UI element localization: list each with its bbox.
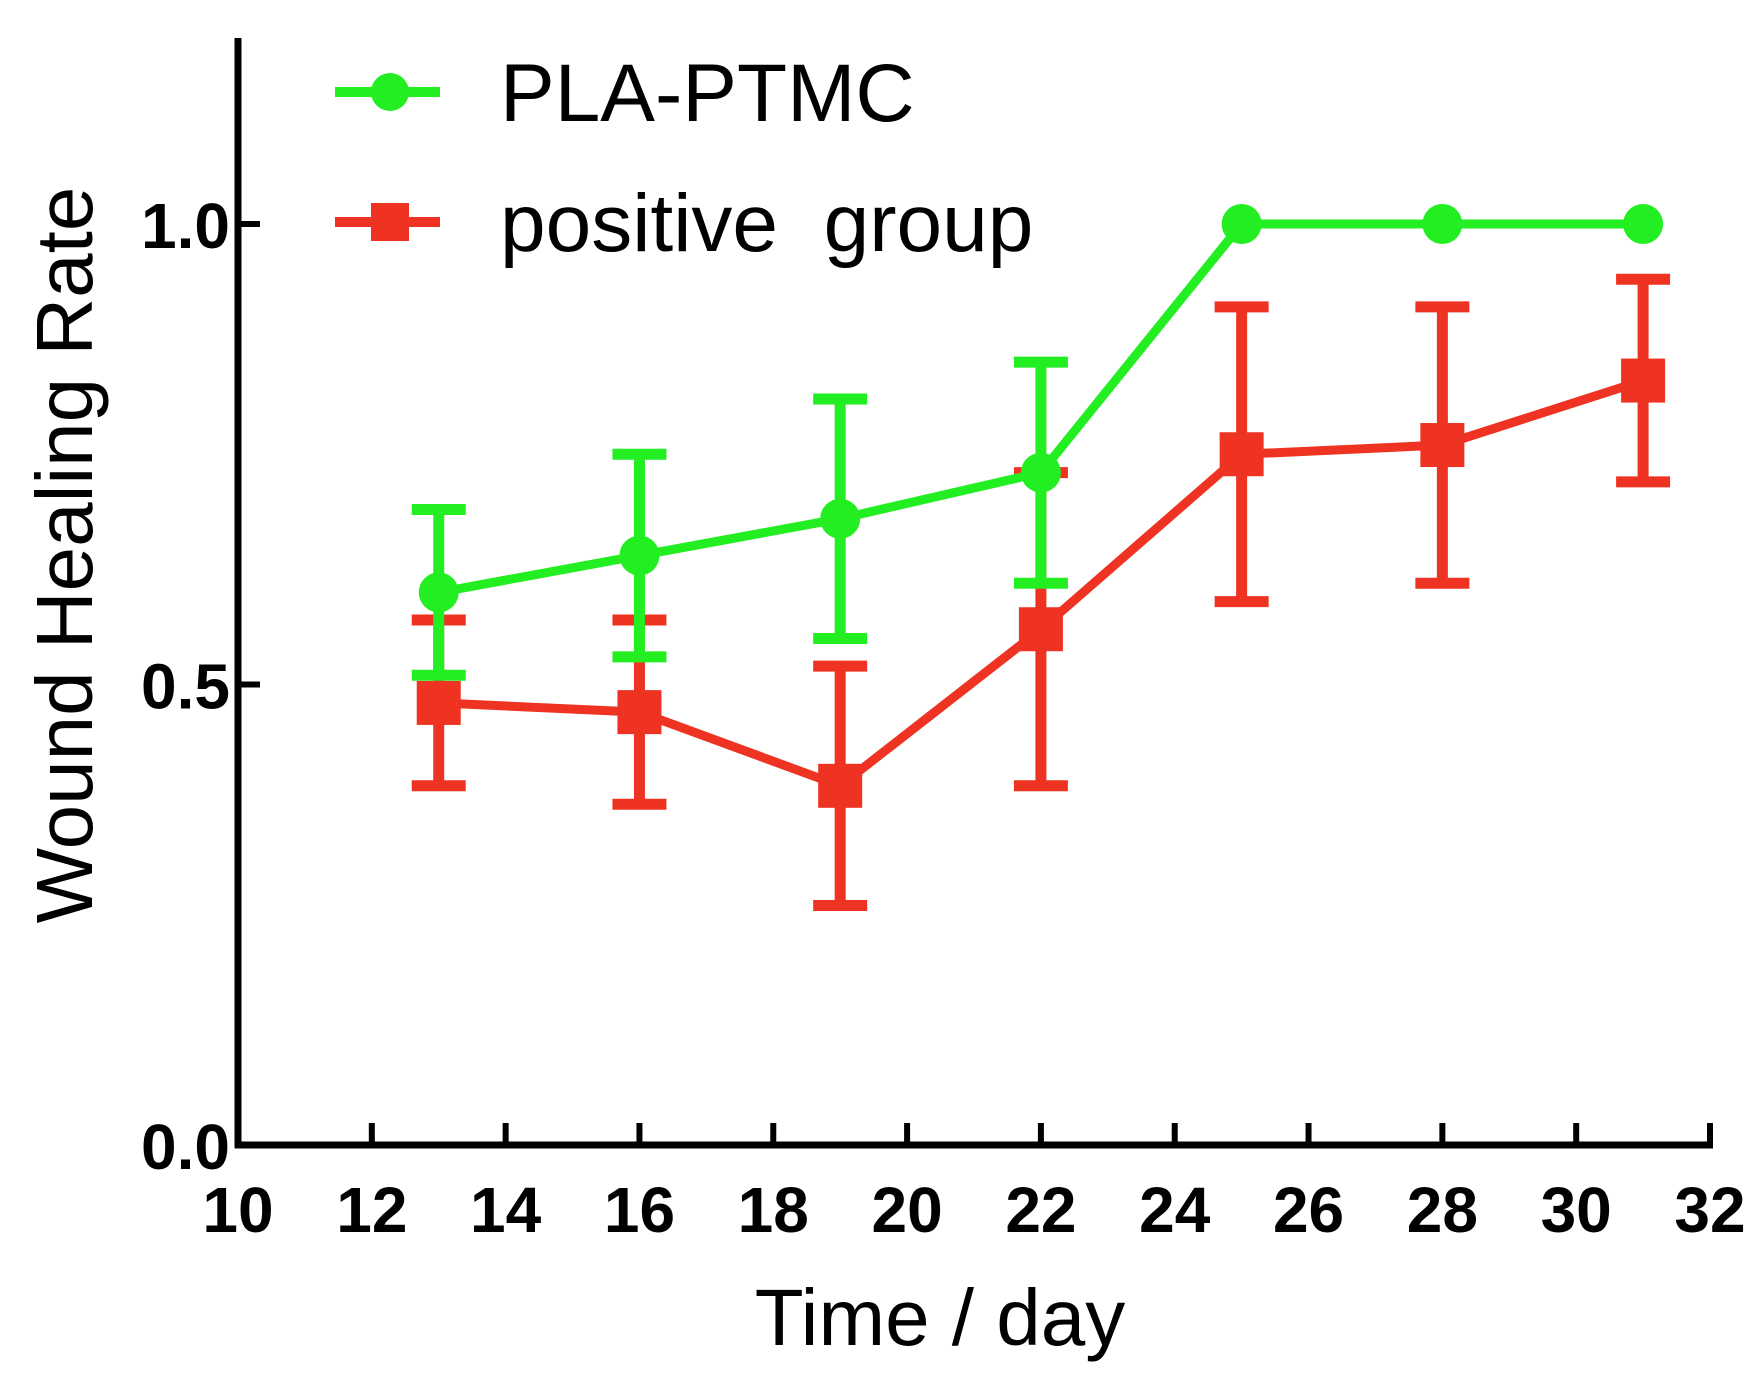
x-tick-label-10: 10 bbox=[202, 1174, 273, 1246]
point-positive-group-31 bbox=[1621, 358, 1666, 403]
legend: PLA-PTMC positive group bbox=[335, 48, 1033, 269]
x-tick-label-14: 14 bbox=[470, 1174, 542, 1246]
point-positive-group-22 bbox=[1018, 607, 1063, 652]
point-pla-ptmc-28 bbox=[1422, 204, 1463, 244]
point-positive-group-16 bbox=[617, 690, 662, 735]
y-tick-label-0.0: 0.0 bbox=[141, 1111, 230, 1183]
point-pla-ptmc-22 bbox=[1020, 452, 1061, 493]
x-tick-label-30: 30 bbox=[1541, 1174, 1612, 1246]
point-pla-ptmc-19 bbox=[820, 498, 861, 539]
legend-label-pla-ptmc: PLA-PTMC bbox=[500, 48, 915, 139]
x-tick-label-22: 22 bbox=[1005, 1174, 1076, 1246]
legend-marker-positive-group bbox=[371, 203, 409, 241]
point-pla-ptmc-31 bbox=[1623, 204, 1664, 244]
point-positive-group-13 bbox=[416, 680, 461, 725]
legend-marker-pla-ptmc bbox=[371, 73, 409, 111]
point-positive-group-25 bbox=[1219, 432, 1264, 477]
x-tick-label-16: 16 bbox=[604, 1174, 675, 1246]
x-tick-label-18: 18 bbox=[738, 1174, 809, 1246]
point-pla-ptmc-13 bbox=[418, 572, 459, 613]
point-positive-group-19 bbox=[818, 763, 863, 808]
point-pla-ptmc-25 bbox=[1221, 204, 1262, 244]
y-tick-label-0.5: 0.5 bbox=[141, 651, 230, 723]
x-tick-label-20: 20 bbox=[871, 1174, 942, 1246]
point-positive-group-28 bbox=[1420, 423, 1465, 468]
y-axis-label: Wound Healing Rate bbox=[20, 187, 109, 924]
x-tick-label-28: 28 bbox=[1407, 1174, 1478, 1246]
x-tick-label-26: 26 bbox=[1273, 1174, 1344, 1246]
point-pla-ptmc-16 bbox=[619, 535, 660, 576]
x-tick-label-12: 12 bbox=[336, 1174, 407, 1246]
series-layer bbox=[411, 204, 1671, 912]
axes-layer: 10 12 14 16 18 20 22 24 26 28 30 32 0.0 0.5 1.0 bbox=[141, 38, 1746, 1246]
series-pla-ptmc bbox=[411, 204, 1664, 681]
y-tick-label-1.0: 1.0 bbox=[141, 190, 230, 262]
x-axis-label: Time / day bbox=[755, 1273, 1125, 1362]
legend-label-positive-group: positive group bbox=[500, 178, 1033, 269]
x-tick-label-32: 32 bbox=[1674, 1174, 1745, 1246]
x-tick-label-24: 24 bbox=[1139, 1174, 1211, 1246]
